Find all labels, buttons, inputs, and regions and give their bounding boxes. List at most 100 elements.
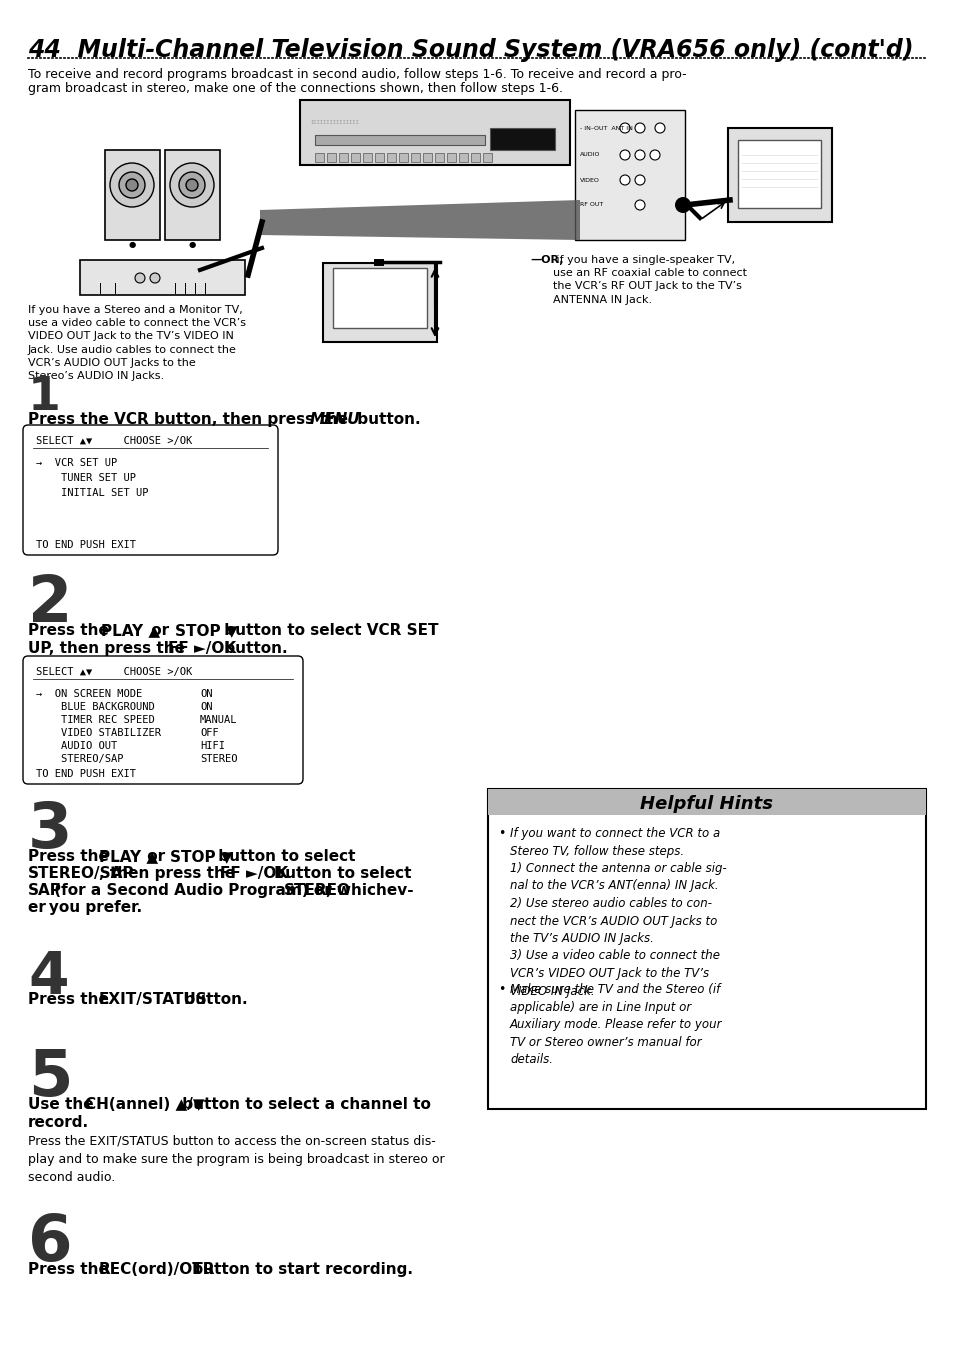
Text: ON: ON xyxy=(200,702,213,712)
Text: 2: 2 xyxy=(28,573,72,635)
Circle shape xyxy=(649,150,659,160)
Text: STEREO: STEREO xyxy=(283,883,351,898)
FancyBboxPatch shape xyxy=(333,268,427,328)
Text: (for a Second Audio Program) or: (for a Second Audio Program) or xyxy=(50,883,337,898)
FancyBboxPatch shape xyxy=(351,154,359,162)
Text: •: • xyxy=(497,828,505,840)
Circle shape xyxy=(619,150,629,160)
Text: button to select: button to select xyxy=(269,865,412,882)
Circle shape xyxy=(619,175,629,185)
FancyBboxPatch shape xyxy=(488,789,925,816)
Text: 44  Multi-Channel Television Sound System (VRA656 only) (cont'd): 44 Multi-Channel Television Sound System… xyxy=(28,38,913,62)
Circle shape xyxy=(126,179,138,191)
FancyBboxPatch shape xyxy=(738,140,821,208)
Text: ●: ● xyxy=(188,240,195,249)
Text: →  VCR SET UP: → VCR SET UP xyxy=(36,458,117,468)
Text: PLAY ▲: PLAY ▲ xyxy=(99,849,158,864)
FancyBboxPatch shape xyxy=(314,135,484,146)
Text: 4: 4 xyxy=(28,949,69,1006)
Circle shape xyxy=(150,274,160,283)
Text: FF ►/OK: FF ►/OK xyxy=(168,642,235,656)
Text: 6: 6 xyxy=(28,1212,72,1274)
Text: HIFI: HIFI xyxy=(200,741,225,751)
Text: IIIIIIIIIIIIIII: IIIIIIIIIIIIIII xyxy=(310,120,358,125)
FancyBboxPatch shape xyxy=(447,154,456,162)
FancyBboxPatch shape xyxy=(575,111,684,240)
Text: button to select a channel to: button to select a channel to xyxy=(177,1097,431,1112)
Text: button.: button. xyxy=(352,412,420,427)
Text: Use the: Use the xyxy=(28,1097,99,1112)
Text: SELECT ▲▼     CHOOSE >/OK: SELECT ▲▼ CHOOSE >/OK xyxy=(36,435,193,446)
Circle shape xyxy=(135,274,145,283)
Text: 3: 3 xyxy=(28,799,72,861)
FancyBboxPatch shape xyxy=(482,154,492,162)
Text: Press the VCR button, then press the: Press the VCR button, then press the xyxy=(28,412,353,427)
Text: AUDIO OUT: AUDIO OUT xyxy=(36,741,117,751)
Text: EXIT/STATUS: EXIT/STATUS xyxy=(99,992,208,1007)
Text: or: or xyxy=(141,849,170,864)
Text: AUDIO: AUDIO xyxy=(579,152,599,158)
Circle shape xyxy=(119,173,145,198)
FancyBboxPatch shape xyxy=(327,154,335,162)
Text: INITIAL SET UP: INITIAL SET UP xyxy=(36,488,149,497)
FancyBboxPatch shape xyxy=(471,154,479,162)
FancyBboxPatch shape xyxy=(398,154,408,162)
Text: CH(annel) ▲/▼: CH(annel) ▲/▼ xyxy=(85,1097,204,1112)
Text: STOP ▼: STOP ▼ xyxy=(170,849,233,864)
FancyBboxPatch shape xyxy=(435,154,443,162)
Text: SAP: SAP xyxy=(28,883,62,898)
Text: , then press the: , then press the xyxy=(99,865,240,882)
Text: If you have a Stereo and a Monitor TV,
use a video cable to connect the VCR’s
VI: If you have a Stereo and a Monitor TV, u… xyxy=(28,305,246,381)
Text: ON: ON xyxy=(200,689,213,700)
Text: - IN–OUT  ANT IN: - IN–OUT ANT IN xyxy=(579,125,632,131)
FancyBboxPatch shape xyxy=(488,789,925,1109)
Text: , whichev-: , whichev- xyxy=(326,883,414,898)
Text: VIDEO STABILIZER: VIDEO STABILIZER xyxy=(36,728,161,737)
Text: UP, then press the: UP, then press the xyxy=(28,642,190,656)
Text: er you prefer.: er you prefer. xyxy=(28,900,142,915)
Text: MANUAL: MANUAL xyxy=(200,714,237,725)
FancyBboxPatch shape xyxy=(375,154,384,162)
Text: or: or xyxy=(146,623,173,638)
FancyBboxPatch shape xyxy=(411,154,419,162)
FancyBboxPatch shape xyxy=(165,150,220,240)
Text: Make sure the TV and the Stereo (if
applicable) are in Line Input or
Auxiliary m: Make sure the TV and the Stereo (if appl… xyxy=(510,983,721,1066)
Circle shape xyxy=(635,123,644,133)
FancyBboxPatch shape xyxy=(363,154,372,162)
FancyBboxPatch shape xyxy=(727,128,831,222)
Text: button to select: button to select xyxy=(213,849,355,864)
Text: button.: button. xyxy=(219,642,288,656)
FancyBboxPatch shape xyxy=(23,656,303,785)
Text: REC(ord)/OTR: REC(ord)/OTR xyxy=(99,1262,215,1277)
Text: •: • xyxy=(497,983,505,996)
Circle shape xyxy=(619,123,629,133)
Circle shape xyxy=(635,175,644,185)
Text: 1: 1 xyxy=(28,375,61,421)
FancyBboxPatch shape xyxy=(23,425,277,555)
Text: TO END PUSH EXIT: TO END PUSH EXIT xyxy=(36,541,136,550)
Text: button.: button. xyxy=(179,992,248,1007)
Text: VIDEO: VIDEO xyxy=(579,178,599,182)
Text: RF OUT: RF OUT xyxy=(579,202,602,208)
Text: if you have a single-speaker TV,
use an RF coaxial cable to connect
the VCR’s RF: if you have a single-speaker TV, use an … xyxy=(553,255,746,305)
FancyBboxPatch shape xyxy=(458,154,468,162)
Text: MENU: MENU xyxy=(310,412,360,427)
Text: BLUE BACKGROUND: BLUE BACKGROUND xyxy=(36,702,154,712)
Circle shape xyxy=(655,123,664,133)
Circle shape xyxy=(635,200,644,210)
Text: Press the EXIT/STATUS button to access the on-screen status dis-
play and to mak: Press the EXIT/STATUS button to access t… xyxy=(28,1135,444,1184)
Text: Press the: Press the xyxy=(28,849,114,864)
Circle shape xyxy=(675,197,690,213)
Text: →  ON SCREEN MODE: → ON SCREEN MODE xyxy=(36,689,142,700)
FancyBboxPatch shape xyxy=(387,154,395,162)
FancyBboxPatch shape xyxy=(490,128,555,150)
Text: ●: ● xyxy=(129,240,135,249)
Text: record.: record. xyxy=(28,1115,89,1130)
Text: TIMER REC SPEED: TIMER REC SPEED xyxy=(36,714,154,725)
FancyBboxPatch shape xyxy=(338,154,348,162)
Circle shape xyxy=(635,150,644,160)
Circle shape xyxy=(170,163,213,208)
Text: To receive and record programs broadcast in second audio, follow steps 1-6. To r: To receive and record programs broadcast… xyxy=(28,67,686,81)
Text: FF ►/OK: FF ►/OK xyxy=(219,865,288,882)
Text: —OR,: —OR, xyxy=(530,255,563,266)
